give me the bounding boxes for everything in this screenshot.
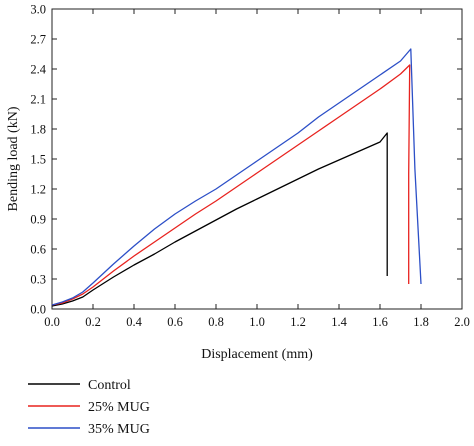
legend: Control 25% MUG 35% MUG: [28, 378, 150, 437]
y-tick-label-5: 1.5: [30, 153, 46, 167]
x-tick-label-8: 1.6: [372, 315, 388, 329]
axis-labels: Displacement (mm) Bending load (kN): [6, 106, 313, 362]
x-tick-label-10: 2.0: [454, 315, 470, 329]
series-line-2: [51, 48, 422, 306]
legend-label-0: Control: [88, 378, 131, 393]
y-tick-label-3: 0.9: [30, 213, 46, 227]
x-tick-label-9: 1.8: [413, 315, 429, 329]
x-tick-label-0: 0.0: [44, 315, 60, 329]
x-tick-label-1: 0.2: [85, 315, 101, 329]
y-tick-label-2: 0.6: [30, 243, 46, 257]
x-tick-label-2: 0.4: [126, 315, 142, 329]
series-line-0: [51, 132, 388, 307]
x-tick-label-5: 1.0: [249, 315, 265, 329]
axes: 0.0 0.2 0.4 0.6 0.8 1.0 1.2 1.4 1.6 1.8 2.0 0.0 0.3 0…: [30, 3, 469, 330]
x-axis-label: Displacement (mm): [201, 347, 313, 362]
y-tick-label-9: 2.7: [30, 33, 46, 47]
series-lines: [51, 48, 422, 307]
x-tick-label-4: 0.8: [208, 315, 224, 329]
y-tick-label-7: 2.1: [30, 93, 46, 107]
y-tick-label-0: 0.0: [30, 303, 46, 317]
legend-label-2: 35% MUG: [88, 422, 150, 437]
x-tick-label-6: 1.2: [290, 315, 306, 329]
x-tick-label-7: 1.4: [331, 315, 347, 329]
y-axis-label: Bending load (kN): [6, 106, 21, 211]
legend-label-1: 25% MUG: [88, 400, 150, 415]
series-line-1: [51, 64, 411, 306]
y-tick-label-10: 3.0: [30, 3, 46, 17]
y-tick-label-6: 1.8: [30, 123, 46, 137]
y-tick-label-8: 2.4: [30, 63, 46, 77]
x-tick-label-3: 0.6: [167, 315, 183, 329]
y-tick-label-4: 1.2: [30, 183, 46, 197]
y-tick-label-1: 0.3: [30, 273, 46, 287]
